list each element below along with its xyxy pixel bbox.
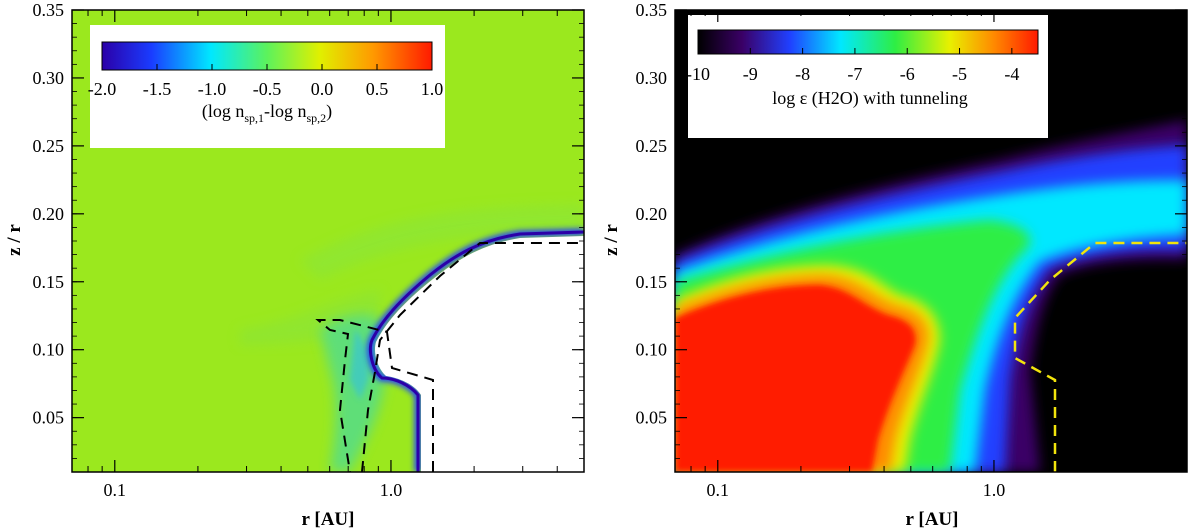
left-colorbar-tick-label: -2.0 xyxy=(88,79,117,99)
left-ytick-label: 0.05 xyxy=(33,408,65,428)
left-ytick-label: 0.25 xyxy=(33,136,65,156)
left-colorbar-title: (log nsp,1-log nsp,2) xyxy=(202,101,332,125)
right-ytick-label: 0.30 xyxy=(636,68,668,88)
right-axes: 0.1 1.0 0.05 0.10 0.15 0.20 0.25 0.30 0.35 xyxy=(636,0,1187,500)
left-ytick-label: 0.35 xyxy=(33,0,65,20)
left-colorbar-tick-label: 1.0 xyxy=(421,79,444,99)
right-xtick-label: 1.0 xyxy=(983,480,1006,500)
right-ytick-label: 0.05 xyxy=(636,408,668,428)
left-ylabel: z / r xyxy=(4,224,25,256)
left-panel: -2.0 -1.5 -1.0 -0.5 0.0 0.5 1.0 (log nsp,1-log… xyxy=(4,0,585,530)
right-dashed-contour xyxy=(1013,241,1187,472)
right-colorbar-tick-label: -5 xyxy=(952,64,967,84)
left-xtick-label: 1.0 xyxy=(380,480,403,500)
left-band-upper xyxy=(300,205,584,280)
left-rim-cyan xyxy=(350,330,369,400)
right-colorbar-tick-label: -8 xyxy=(795,64,810,84)
right-colorbar-tick-label: -6 xyxy=(900,64,915,84)
right-red-layer xyxy=(675,285,916,472)
right-xtick-label: 0.1 xyxy=(707,480,730,500)
right-xlabel: r [AU] xyxy=(906,509,959,530)
right-colorbar-tick-label: -9 xyxy=(743,64,758,84)
right-ytick-label: 0.15 xyxy=(636,272,668,292)
right-ytick-label: 0.20 xyxy=(636,204,668,224)
right-colorbar-tick-label: -7 xyxy=(847,64,862,84)
right-panel: -10 -9 -8 -7 -6 -5 -4 log ε (H2O) with tunneli… xyxy=(601,0,1188,530)
right-ytick-label: 0.25 xyxy=(636,136,668,156)
left-rim-edge xyxy=(368,230,584,472)
left-ytick-label: 0.30 xyxy=(33,68,65,88)
left-ytick-label: 0.15 xyxy=(33,272,65,292)
left-dashed-contour-2 xyxy=(361,242,584,472)
left-colorbar: -2.0 -1.5 -1.0 -0.5 0.0 0.5 1.0 (log nsp,1-log… xyxy=(88,25,445,148)
left-ytick-label: 0.10 xyxy=(33,340,65,360)
right-colorbar-title: log ε (H2O) with tunneling xyxy=(772,88,968,109)
right-ylabel: z / r xyxy=(601,224,622,256)
right-colorbar-tick-label: -4 xyxy=(1004,64,1019,84)
right-colorbar: -10 -9 -8 -7 -6 -5 -4 log ε (H2O) with tunneli… xyxy=(686,15,1048,138)
left-xtick-label: 0.1 xyxy=(104,480,127,500)
left-xlabel: r [AU] xyxy=(302,509,355,530)
right-ytick-label: 0.10 xyxy=(636,340,668,360)
right-heatmap xyxy=(675,10,1187,472)
left-colorbar-tick-label: -1.5 xyxy=(143,79,172,99)
left-colorbar-ticks: -2.0 -1.5 -1.0 -0.5 0.0 0.5 1.0 xyxy=(88,64,444,99)
right-colorbar-tick-label: -10 xyxy=(686,64,710,84)
right-colorbar-gradient xyxy=(697,29,1039,55)
left-colorbar-tick-label: 0.5 xyxy=(366,79,389,99)
left-colorbar-tick-label: 0.0 xyxy=(311,79,334,99)
right-ytick-label: 0.35 xyxy=(636,0,668,20)
left-ytick-label: 0.20 xyxy=(33,204,65,224)
left-axes: 0.1 1.0 0.05 0.10 0.15 0.20 0.25 0.30 0.35 xyxy=(33,0,584,500)
left-colorbar-tick-label: -0.5 xyxy=(253,79,282,99)
left-colorbar-tick-label: -1.0 xyxy=(198,79,227,99)
left-empty-region xyxy=(375,236,584,472)
left-dashed-contour-1 xyxy=(315,319,434,472)
right-colorbar-ticks: -10 -9 -8 -7 -6 -5 -4 xyxy=(686,48,1019,84)
